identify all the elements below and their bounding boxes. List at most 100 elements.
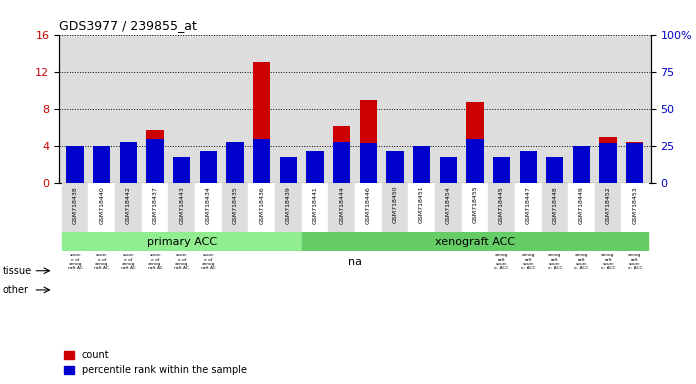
Bar — [93, 146, 111, 184]
Bar — [88, 184, 115, 232]
Bar — [466, 103, 484, 184]
Bar — [120, 150, 137, 184]
Bar — [381, 184, 409, 232]
Bar — [306, 151, 324, 184]
Text: xenograft ACC: xenograft ACC — [435, 237, 515, 247]
Bar — [573, 151, 590, 184]
Bar — [253, 139, 270, 184]
Text: other: other — [3, 285, 29, 295]
Text: GSM718447: GSM718447 — [525, 186, 530, 223]
Text: sourc
e of
xenog
raft AC: sourc e of xenog raft AC — [121, 253, 136, 270]
Bar — [146, 130, 164, 184]
Text: GSM718446: GSM718446 — [366, 186, 371, 223]
Bar — [93, 164, 111, 184]
Bar — [546, 157, 564, 184]
Text: sourc
e of
xenog
raft AC: sourc e of xenog raft AC — [174, 253, 189, 270]
Text: GSM718442: GSM718442 — [126, 186, 131, 223]
Text: GSM718445: GSM718445 — [499, 186, 504, 223]
Bar — [329, 184, 355, 232]
Text: xenog
raft
sourc
e: ACC: xenog raft sourc e: ACC — [521, 253, 535, 270]
Bar — [226, 142, 244, 184]
Text: GSM718450: GSM718450 — [393, 186, 397, 223]
Bar — [440, 157, 457, 184]
Text: GSM718452: GSM718452 — [606, 186, 610, 223]
Text: tissue: tissue — [3, 266, 32, 276]
Bar — [599, 143, 617, 184]
Text: GSM718441: GSM718441 — [313, 186, 317, 223]
Bar — [301, 184, 329, 232]
Bar — [173, 180, 191, 184]
Bar — [519, 151, 537, 184]
Bar — [62, 232, 301, 251]
Text: GSM718435: GSM718435 — [232, 186, 237, 223]
Bar — [67, 146, 84, 184]
Bar — [519, 154, 537, 184]
Bar — [226, 150, 244, 184]
Bar — [248, 184, 275, 232]
Text: sourc
e of
xenog
raft AC: sourc e of xenog raft AC — [201, 253, 216, 270]
Legend: count, percentile rank within the sample: count, percentile rank within the sample — [64, 351, 246, 375]
Text: GSM718454: GSM718454 — [445, 186, 451, 223]
Text: xenog
raft
sourc
e: ACC: xenog raft sourc e: ACC — [494, 253, 509, 270]
Text: xenog
raft
sourc
e: ACC: xenog raft sourc e: ACC — [628, 253, 642, 270]
Text: GSM718436: GSM718436 — [259, 186, 264, 223]
Text: GSM718437: GSM718437 — [152, 186, 157, 223]
Bar — [333, 142, 350, 184]
Text: GSM718443: GSM718443 — [180, 186, 184, 223]
Bar — [488, 184, 515, 232]
Bar — [413, 150, 430, 184]
Bar — [599, 137, 617, 184]
Bar — [386, 151, 404, 184]
Text: GSM718439: GSM718439 — [286, 186, 291, 223]
Bar — [275, 184, 301, 232]
Bar — [626, 143, 643, 184]
Bar — [253, 61, 270, 184]
Bar — [360, 100, 377, 184]
Bar — [168, 184, 195, 232]
Bar — [435, 184, 461, 232]
Bar — [493, 177, 510, 184]
Bar — [573, 146, 590, 184]
Text: GSM718444: GSM718444 — [339, 186, 344, 223]
Bar — [280, 157, 297, 184]
Bar — [62, 184, 88, 232]
Bar — [222, 184, 248, 232]
Bar — [440, 173, 457, 184]
Bar — [515, 184, 541, 232]
Text: GSM718440: GSM718440 — [100, 186, 104, 223]
Bar — [466, 139, 484, 184]
Text: GSM718453: GSM718453 — [632, 186, 638, 223]
Bar — [461, 184, 488, 232]
Text: GSM718438: GSM718438 — [72, 186, 78, 223]
Text: xenog
raft
sourc
e: ACC: xenog raft sourc e: ACC — [548, 253, 562, 270]
Bar — [541, 184, 568, 232]
Bar — [200, 151, 217, 184]
Text: sourc
e of
xenog
raft AC: sourc e of xenog raft AC — [68, 253, 83, 270]
Bar — [120, 142, 137, 184]
Bar — [413, 146, 430, 184]
Text: GSM718434: GSM718434 — [206, 186, 211, 223]
Bar — [146, 139, 164, 184]
Bar — [306, 159, 324, 184]
Bar — [333, 126, 350, 184]
Bar — [142, 184, 168, 232]
Bar — [568, 184, 595, 232]
Bar — [67, 149, 84, 184]
Bar — [493, 157, 510, 184]
Bar — [409, 184, 435, 232]
Text: sourc
e of
xenog
raft AC: sourc e of xenog raft AC — [95, 253, 109, 270]
Text: GSM718449: GSM718449 — [579, 186, 584, 223]
Bar — [301, 232, 648, 251]
Text: xenog
raft
sourc
e: ACC: xenog raft sourc e: ACC — [601, 253, 615, 270]
Text: xenog
raft
sourc
e: ACC: xenog raft sourc e: ACC — [574, 253, 589, 270]
Bar — [622, 184, 648, 232]
Bar — [355, 184, 381, 232]
Text: GSM718448: GSM718448 — [553, 186, 557, 223]
Bar — [595, 184, 622, 232]
Bar — [626, 142, 643, 184]
Bar — [360, 143, 377, 184]
Bar — [280, 174, 297, 184]
Text: na: na — [348, 257, 362, 267]
Bar — [386, 163, 404, 184]
Text: GSM718455: GSM718455 — [473, 186, 477, 223]
